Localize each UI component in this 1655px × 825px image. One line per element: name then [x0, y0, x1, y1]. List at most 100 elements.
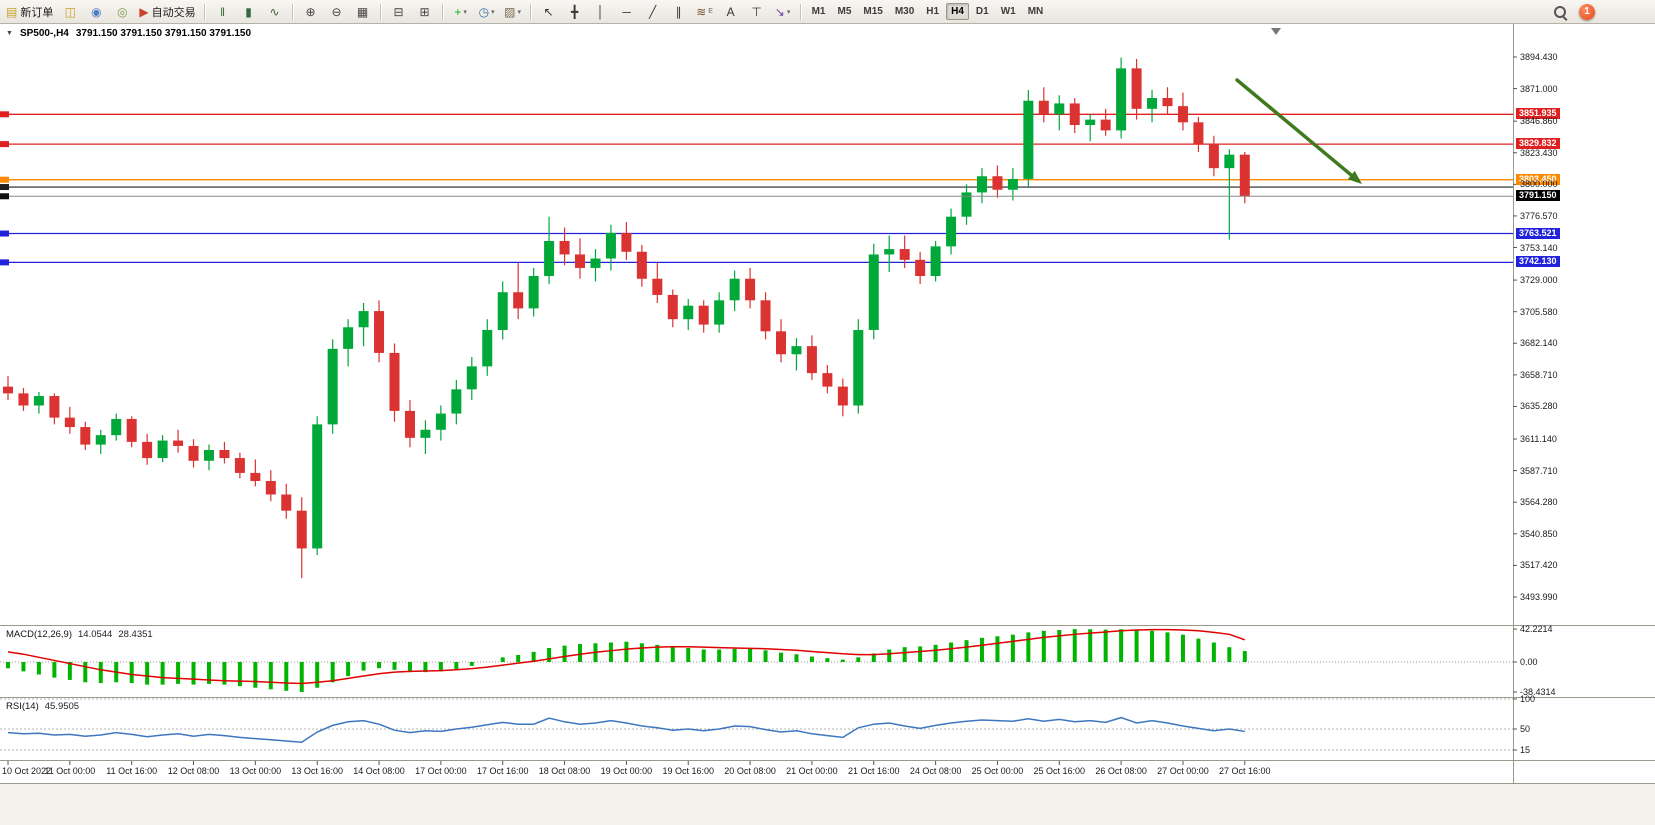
line-chart-icon: ∿ [269, 4, 280, 19]
timeframe-m30[interactable]: M30 [894, 6, 915, 17]
timeframe-h1[interactable]: H1 [926, 6, 940, 17]
macd-header: MACD(12,26,9) 14.0544 28.4351 [6, 629, 153, 640]
chevron-down-icon: ▾ [491, 8, 495, 16]
timeframe-h4[interactable]: H4 [946, 3, 969, 20]
fibonacci-button-suffix: E [708, 8, 713, 15]
bar-chart-button[interactable]: ‖ [211, 1, 235, 22]
templates-button[interactable]: ▨ ▾ [501, 1, 525, 22]
candle-body [374, 311, 385, 353]
resistance-line-2-left-tag [0, 141, 9, 148]
candle-body [1054, 103, 1065, 115]
trend-arrow[interactable] [1235, 78, 1353, 177]
tile-windows-icon: ▦ [356, 4, 369, 19]
candle-body [1100, 119, 1111, 131]
resistance-line-1-left-tag [0, 111, 9, 118]
crosshair-button[interactable]: ╋ [563, 1, 587, 22]
text-button[interactable]: A [719, 1, 743, 22]
chart-window-button[interactable]: ◫ [58, 1, 82, 22]
autotrading-button[interactable]: ▶ 自动交易 [136, 1, 198, 22]
tile-windows-button[interactable]: ▦ [351, 1, 375, 22]
arrows-icon: ↘ [774, 4, 785, 19]
channel-icon: ∥ [675, 4, 682, 19]
candle-body [219, 449, 230, 459]
rsi-value: 45.9505 [44, 701, 80, 712]
candle-body [250, 472, 261, 482]
candle-body [3, 386, 13, 394]
new-order-button[interactable]: ▤ 新订单 [3, 1, 56, 22]
chevron-down-icon: ▾ [463, 8, 467, 16]
candle-body [729, 278, 740, 301]
market-watch-button[interactable]: ◉ [84, 1, 108, 22]
candle-body [466, 366, 477, 390]
timeframe-d1[interactable]: D1 [975, 6, 989, 17]
macd-value: 14.0544 [78, 629, 113, 640]
candle-body [575, 254, 586, 268]
rsi-header: RSI(14) 45.9505 [6, 701, 79, 712]
notification-badge[interactable]: 1 [1579, 3, 1595, 20]
timeframe-m15[interactable]: M15 [863, 6, 883, 17]
chevron-down-icon: ▾ [517, 8, 521, 16]
horizontal-line-button[interactable]: ─ [615, 1, 639, 22]
search-button[interactable] [1551, 3, 1569, 21]
ohlc-values: 3791.150 3791.150 3791.150 3791.150 [75, 28, 252, 39]
bar-chart-icon: ‖ [220, 4, 226, 19]
breakout-line-left-tag [0, 176, 9, 183]
fibonacci-button[interactable]: ≋ E [693, 1, 717, 22]
vertical-line-button[interactable]: │ [589, 1, 613, 22]
candle-body [1038, 100, 1049, 115]
line-chart-button[interactable]: ∿ [263, 1, 287, 22]
support-line-1-price-tag[interactable]: 3763.521 [1516, 227, 1560, 239]
resistance-line-2-price-tag[interactable]: 3829.832 [1516, 138, 1560, 150]
candle-body [714, 300, 725, 325]
candle-body [281, 494, 292, 511]
periods-icon: ◷ [478, 4, 490, 19]
toolbar-separator [203, 3, 206, 20]
cursor-button[interactable]: ↖ [537, 1, 561, 22]
candle-body [760, 300, 771, 332]
auto-arrange-button[interactable]: ⊟ [387, 1, 411, 22]
zoom-in-button[interactable]: ⊕ [299, 1, 323, 22]
candle-body [899, 249, 910, 260]
candle-body [1147, 98, 1158, 109]
candle-body [1131, 68, 1142, 109]
autotrading-icon: ▶ [139, 4, 149, 19]
arrows-button[interactable]: ↘ ▾ [771, 1, 795, 22]
support-line-2-price-tag[interactable]: 3742.130 [1516, 256, 1560, 268]
cascade-windows-button[interactable]: ⊞ [413, 1, 437, 22]
candle-body [528, 276, 539, 309]
candle-body [296, 510, 307, 549]
trend-arrow-head [1347, 170, 1362, 184]
text-label-icon: ⊤ [751, 4, 762, 19]
candlestick-chart-button[interactable]: ▮ [237, 1, 261, 22]
search-icon [1554, 5, 1566, 18]
horizontal-line-icon: ─ [622, 4, 631, 19]
zoom-out-button[interactable]: ⊖ [325, 1, 349, 22]
trendline-button[interactable]: ╱ [641, 1, 665, 22]
candle-body [451, 389, 462, 414]
expander-icon[interactable]: ▼ [6, 30, 13, 37]
indicators-button[interactable]: + ▾ [449, 1, 473, 22]
periods-button[interactable]: ◷ ▾ [475, 1, 499, 22]
navigator-button[interactable]: ◎ [110, 1, 134, 22]
macd-signal-value: 28.4351 [118, 629, 153, 640]
breakout-line-price-tag[interactable]: 3803.450 [1516, 173, 1560, 185]
candle-body [513, 292, 524, 309]
timeframe-mn[interactable]: MN [1027, 6, 1044, 17]
drawn-hline-left-tag [0, 184, 9, 191]
candle-body [142, 441, 153, 459]
candle-body [80, 427, 91, 445]
candle-body [884, 249, 895, 255]
candle-body [590, 258, 601, 268]
text-label-button[interactable]: ⊤ [745, 1, 769, 22]
timeframe-m1[interactable]: M1 [811, 6, 826, 17]
auto-arrange-icon: ⊟ [393, 4, 404, 19]
timeframe-m5[interactable]: M5 [837, 6, 852, 17]
timeframe-w1[interactable]: W1 [1000, 6, 1016, 17]
candle-body [667, 294, 678, 320]
channel-button[interactable]: ∥ [667, 1, 691, 22]
resistance-line-1-price-tag[interactable]: 3851.935 [1516, 108, 1560, 120]
candle-body [745, 278, 756, 301]
chart-shift-marker[interactable] [1271, 28, 1281, 35]
rsi-line [7, 716, 1245, 743]
